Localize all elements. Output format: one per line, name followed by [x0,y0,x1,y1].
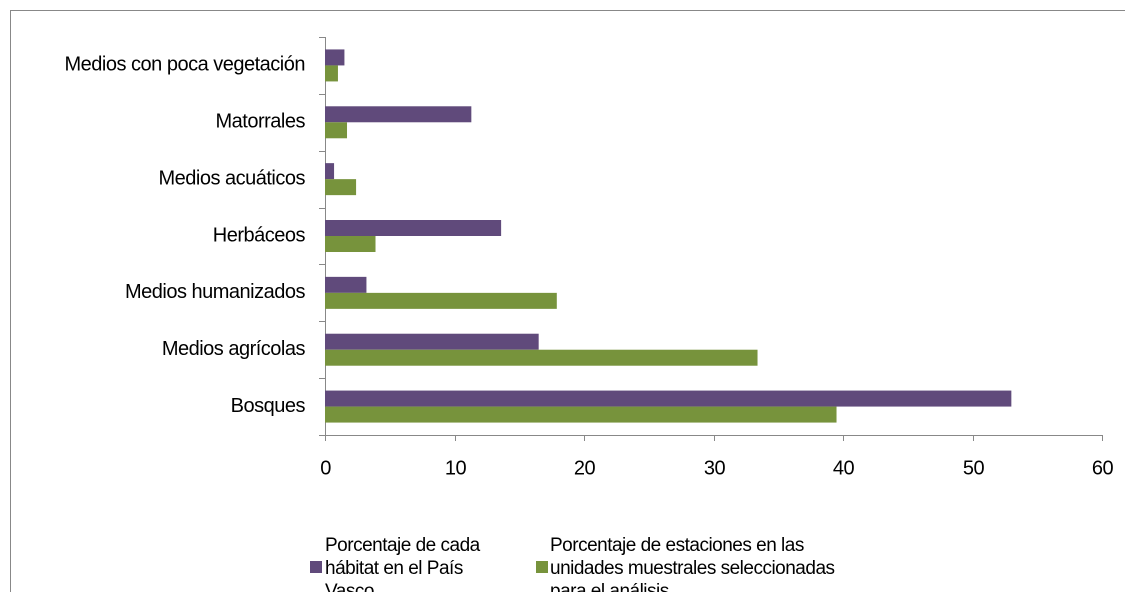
bar [325,106,472,123]
bar [325,220,502,236]
x-tick-label: 20 [574,457,596,479]
bar [325,122,348,139]
x-tick-label: 0 [320,457,331,479]
bar [325,390,1012,407]
bar [325,349,758,366]
y-tick-label: Bosques [231,395,306,417]
bar [325,333,539,350]
y-tick-label: Medios agrícolas [162,338,306,360]
bar [325,49,345,66]
x-tick-label: 40 [833,457,855,479]
bar [325,236,376,252]
bar [325,163,335,180]
y-tick-label: Medios con poca vegetación [65,54,306,76]
x-tick-label: 10 [445,457,467,479]
legend-label: Porcentaje de cada hábitat en el País Va… [325,535,480,592]
y-tick-label: Matorrales [216,111,306,133]
x-tick-label: 50 [963,457,985,479]
bar [325,292,557,309]
x-tick-label: 60 [1092,457,1114,479]
y-tick-label: Medios humanizados [125,281,305,303]
legend-swatch [310,561,322,573]
bar [325,406,837,423]
legend-label: Porcentaje de estaciones en las unidades… [550,535,835,592]
y-tick-label: Medios acuáticos [158,167,305,189]
bar [325,65,338,82]
y-tick-label: Herbáceos [213,224,306,246]
bar [325,179,357,196]
chart-border [10,10,1125,592]
x-tick-label: 30 [704,457,726,479]
bar [325,276,367,293]
legend-swatch [536,561,548,573]
